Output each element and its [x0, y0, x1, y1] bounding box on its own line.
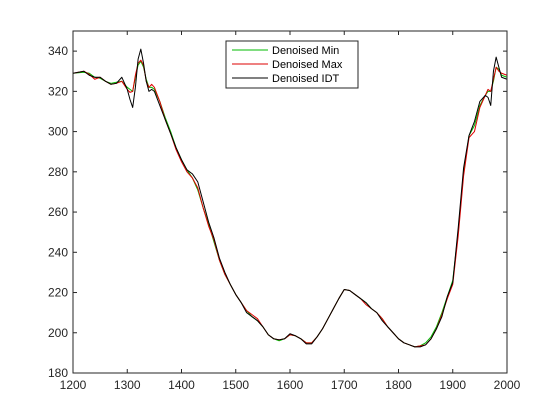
legend-label-0: Denoised Min — [272, 45, 339, 57]
legend-label-1: Denoised Max — [272, 59, 343, 71]
y-tick-label: 300 — [48, 125, 68, 139]
y-tick-label: 340 — [48, 44, 68, 58]
y-tick-label: 180 — [48, 366, 68, 380]
x-tick-label: 1600 — [277, 378, 304, 392]
y-tick-label: 220 — [48, 286, 68, 300]
series-line-2 — [72, 48, 508, 348]
x-tick-label: 1900 — [439, 378, 466, 392]
x-tick-label: 1300 — [114, 378, 141, 392]
legend-label-2: Denoised IDT — [272, 73, 340, 85]
x-tick-label: 1800 — [385, 378, 412, 392]
y-tick-label: 240 — [48, 245, 68, 259]
y-tick-label: 320 — [48, 84, 68, 98]
legend: Denoised Min Denoised Max Denoised IDT — [225, 40, 359, 89]
x-tick-label: 1200 — [60, 378, 87, 392]
x-tick-label: 1400 — [168, 378, 195, 392]
x-axis: 1200 1300 1400 1500 1600 1700 1800 1900 2000 — [60, 31, 521, 392]
y-axis: 180 200 220 240 260 280 300 320 340 — [48, 44, 507, 380]
x-tick-label: 2000 — [494, 378, 521, 392]
y-tick-label: 260 — [48, 205, 68, 219]
series-layer — [72, 48, 508, 348]
y-tick-label: 280 — [48, 165, 68, 179]
y-tick-label: 200 — [48, 326, 68, 340]
x-tick-label: 1500 — [222, 378, 249, 392]
x-tick-label: 1700 — [331, 378, 358, 392]
